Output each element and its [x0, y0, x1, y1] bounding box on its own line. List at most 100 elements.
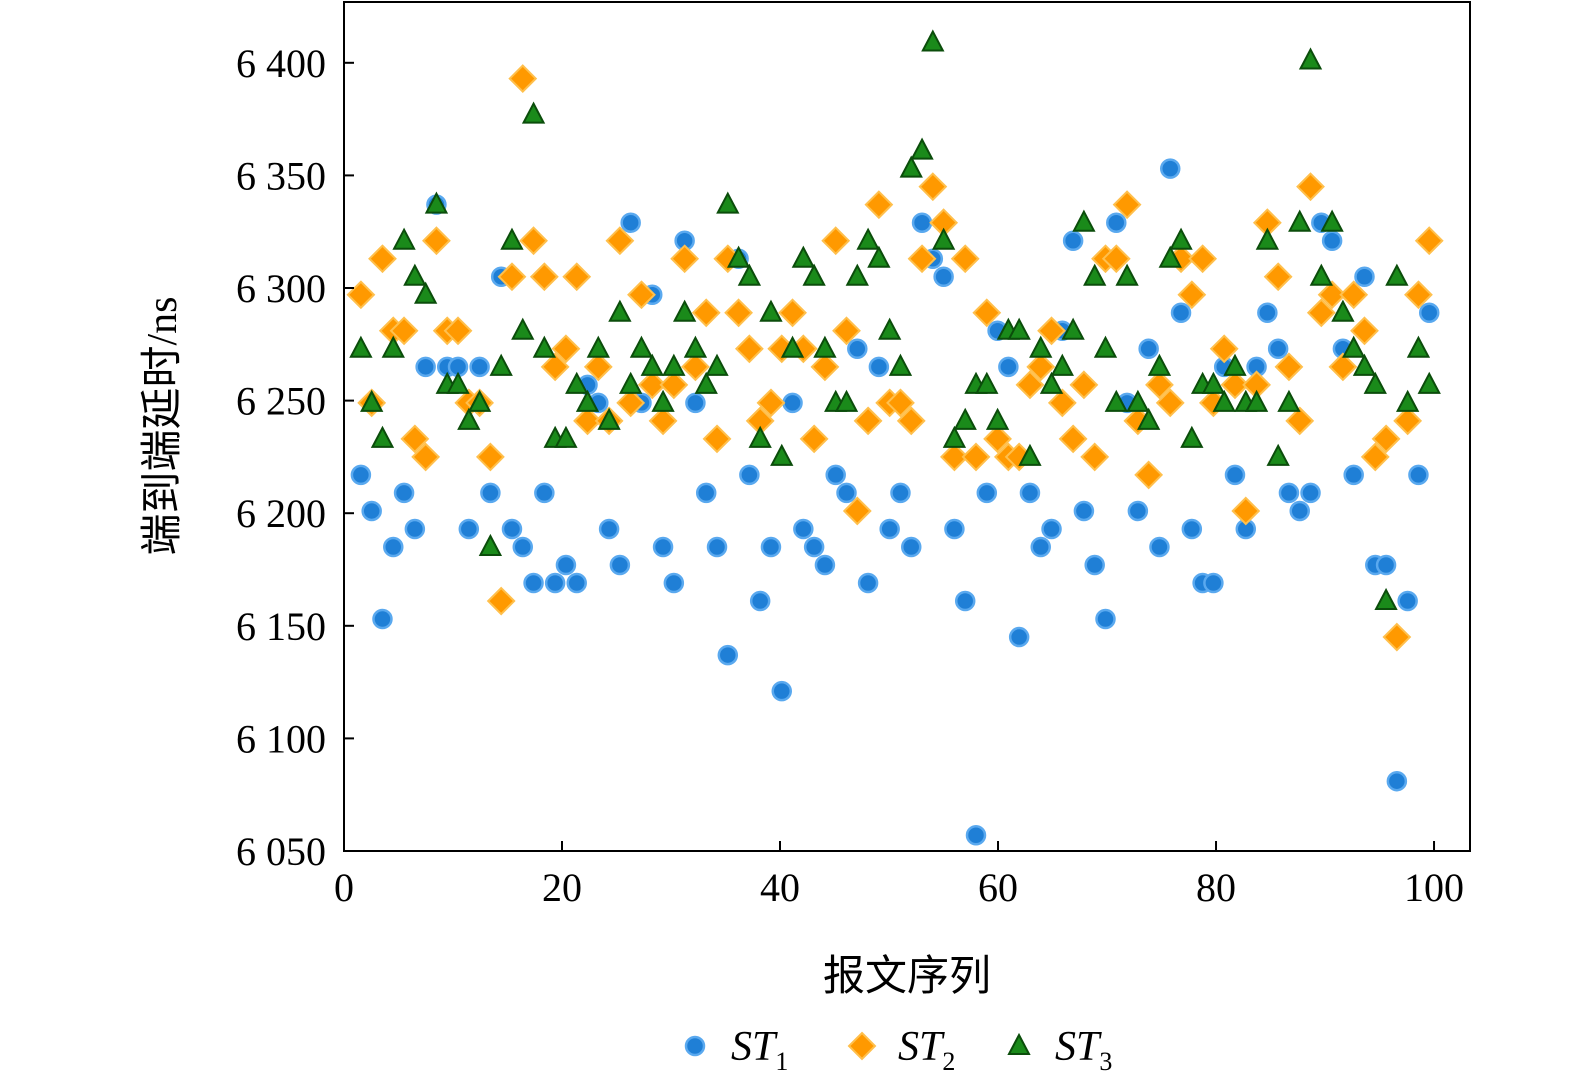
point-ST2	[551, 334, 581, 364]
point-ST2	[605, 226, 635, 256]
point-ST2	[853, 406, 883, 436]
point-ST1	[1127, 500, 1149, 522]
point-ST1	[512, 536, 534, 558]
point-ST3	[1212, 389, 1236, 412]
point-ST1	[868, 356, 890, 378]
point-ST2	[724, 298, 754, 328]
point-ST1	[803, 536, 825, 558]
point-ST3	[1104, 389, 1128, 412]
point-ST2	[670, 244, 700, 274]
y-axis-ticks: 6 050 6 100 6 150 6 200 6 250 6 300 6 350 6 400	[236, 41, 354, 874]
point-ST3	[1342, 335, 1366, 358]
point-ST1	[1343, 464, 1364, 486]
point-ST2	[1209, 334, 1239, 364]
point-ST3	[619, 371, 643, 394]
point-ST2	[1285, 406, 1315, 436]
point-ST3	[370, 425, 395, 448]
point-ST2	[778, 298, 807, 328]
point-ST2	[702, 424, 732, 454]
point-ST2	[508, 64, 538, 93]
y-tick-label: 6 200	[236, 491, 326, 536]
point-ST3	[694, 371, 718, 394]
point-ST2	[422, 226, 451, 256]
point-ST2	[637, 370, 667, 400]
point-ST3	[878, 317, 902, 340]
point-ST3	[1083, 263, 1107, 286]
point-ST3	[1007, 317, 1031, 340]
x-tick-label: 20	[542, 865, 582, 910]
point-ST2	[1274, 352, 1304, 382]
point-ST3	[1072, 209, 1096, 232]
point-ST2	[519, 226, 548, 256]
point-ST3	[1050, 353, 1074, 376]
point-ST2	[799, 424, 829, 454]
point-ST1	[879, 518, 900, 540]
point-ST2	[627, 280, 656, 310]
y-tick-label: 6 050	[236, 829, 326, 874]
point-ST1	[695, 482, 717, 504]
point-ST1	[1397, 590, 1418, 612]
point-ST2	[1317, 280, 1347, 310]
point-ST3	[629, 335, 654, 358]
y-tick-label: 6 400	[236, 41, 326, 86]
point-ST3	[985, 407, 1010, 430]
point-ST3	[888, 353, 913, 376]
legend-label: ST2	[898, 1024, 955, 1076]
point-ST3	[521, 101, 546, 124]
point-ST3	[500, 227, 524, 250]
point-ST1	[760, 536, 782, 558]
point-ST1	[998, 356, 1019, 378]
point-ST3	[1126, 389, 1150, 412]
y-tick-label: 6 250	[236, 379, 326, 424]
point-ST1	[404, 518, 426, 540]
point-ST2	[1382, 622, 1412, 652]
point-ST1	[965, 824, 987, 846]
point-ST2	[896, 406, 926, 436]
point-ST3	[554, 425, 578, 448]
point-ST3	[640, 353, 664, 376]
series-ST2	[346, 64, 1444, 652]
point-ST3	[1169, 227, 1193, 250]
point-ST1	[1008, 626, 1030, 648]
point-ST3	[392, 227, 416, 250]
point-ST2	[1404, 280, 1433, 310]
point-ST3	[381, 335, 405, 358]
point-ST1	[749, 590, 771, 612]
point-ST1	[1138, 338, 1159, 360]
point-ST3	[1180, 425, 1204, 448]
point-ST2	[1263, 262, 1293, 292]
point-ST1	[1170, 302, 1192, 324]
point-ST3	[845, 263, 869, 286]
point-ST3	[1395, 389, 1420, 412]
point-ST3	[726, 245, 751, 268]
point-ST1	[685, 392, 706, 414]
point-ST3	[942, 425, 967, 448]
point-ST2	[1231, 496, 1261, 526]
point-ST1	[739, 464, 760, 486]
point-ST3	[413, 281, 438, 304]
point-ST3	[1018, 443, 1042, 466]
point-ST3	[931, 227, 956, 250]
point-ST1	[1321, 230, 1343, 251]
point-ST2	[1414, 226, 1444, 256]
point-ST3	[1417, 371, 1441, 394]
point-ST1	[609, 554, 631, 576]
point-ST1	[771, 680, 793, 702]
point-ST2	[1339, 280, 1369, 310]
point-ST2	[1145, 370, 1174, 400]
x-axis-ticks: 0 20 40 60 80 100	[334, 841, 1464, 910]
point-ST1	[944, 518, 965, 540]
point-ST1	[1149, 536, 1170, 558]
point-ST2	[950, 244, 980, 274]
point-ST3	[975, 371, 999, 394]
point-ST1	[890, 482, 911, 504]
point-ST1	[350, 464, 372, 486]
point-ST2	[540, 352, 570, 382]
point-ST3	[1039, 371, 1064, 394]
point-ST2	[573, 406, 602, 436]
point-ST3	[834, 389, 859, 412]
point-ST3	[662, 353, 686, 376]
point-ST1	[1386, 770, 1408, 792]
point-ST3	[1223, 353, 1247, 376]
point-ST3	[1374, 587, 1398, 611]
